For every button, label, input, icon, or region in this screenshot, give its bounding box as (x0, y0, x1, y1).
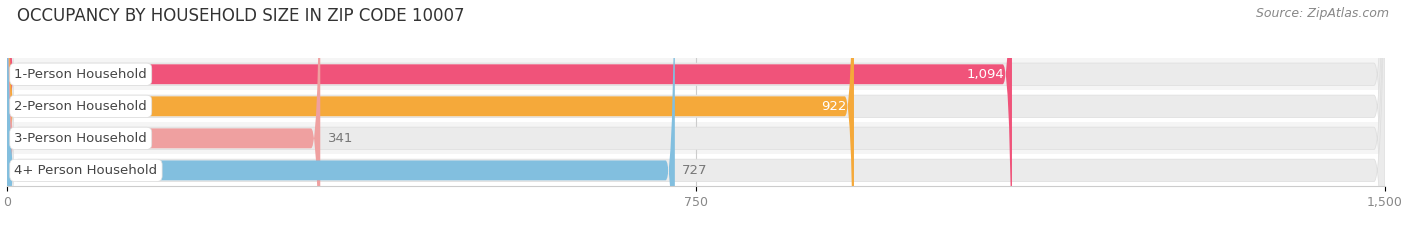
FancyBboxPatch shape (7, 0, 321, 233)
Text: 1-Person Household: 1-Person Household (14, 68, 148, 81)
Text: 1,094: 1,094 (967, 68, 1005, 81)
Text: OCCUPANCY BY HOUSEHOLD SIZE IN ZIP CODE 10007: OCCUPANCY BY HOUSEHOLD SIZE IN ZIP CODE … (17, 7, 464, 25)
Bar (7, 58, 1385, 90)
Text: Source: ZipAtlas.com: Source: ZipAtlas.com (1256, 7, 1389, 20)
FancyBboxPatch shape (7, 0, 1385, 233)
FancyBboxPatch shape (7, 0, 675, 233)
Bar (7, 122, 1385, 154)
Text: 341: 341 (328, 132, 353, 145)
Text: 4+ Person Household: 4+ Person Household (14, 164, 157, 177)
FancyBboxPatch shape (7, 0, 1385, 233)
FancyBboxPatch shape (7, 0, 853, 233)
Bar (7, 154, 1385, 186)
Bar (7, 90, 1385, 122)
FancyBboxPatch shape (7, 0, 1012, 233)
Text: 922: 922 (821, 100, 846, 113)
Text: 2-Person Household: 2-Person Household (14, 100, 148, 113)
Text: 3-Person Household: 3-Person Household (14, 132, 148, 145)
Text: 727: 727 (682, 164, 707, 177)
FancyBboxPatch shape (7, 0, 1385, 233)
FancyBboxPatch shape (7, 0, 1385, 233)
